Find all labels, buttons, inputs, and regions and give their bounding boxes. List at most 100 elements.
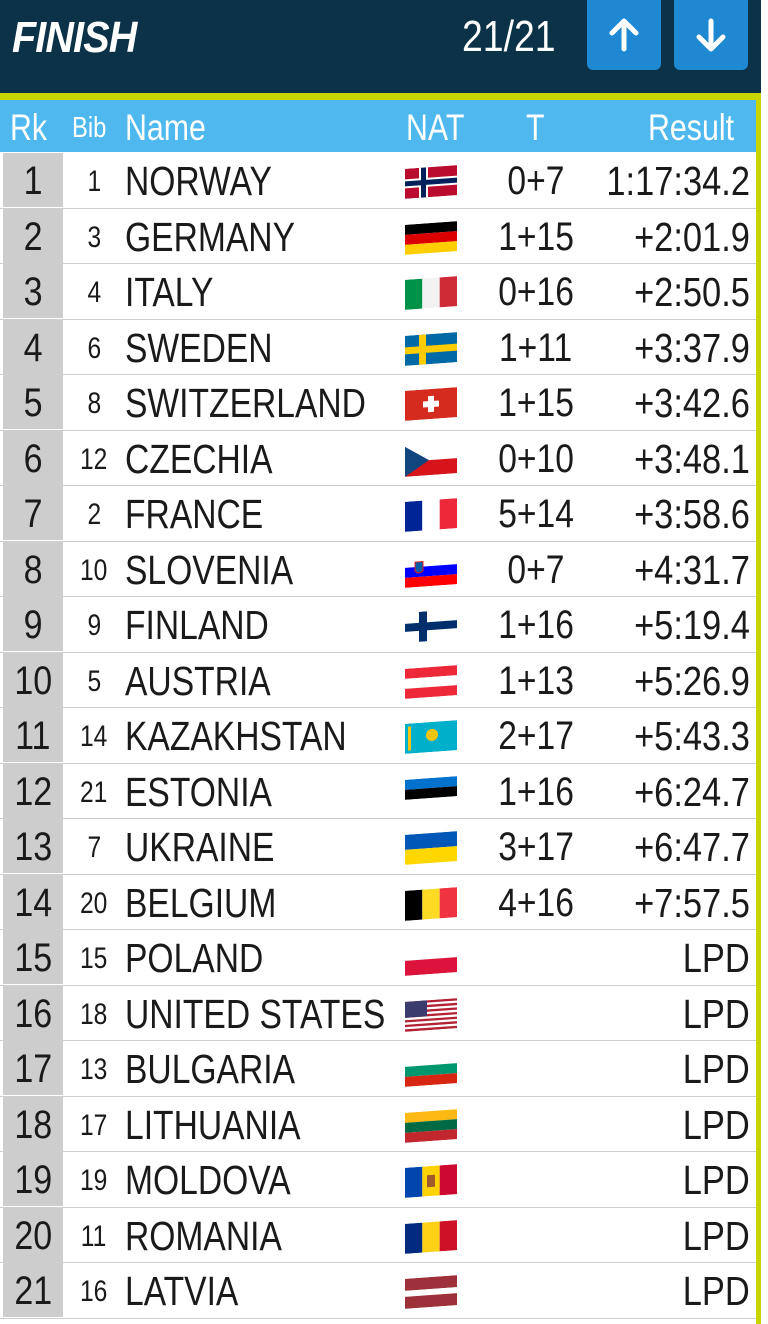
flag-kazakhstan-icon	[405, 720, 457, 754]
header-divider	[0, 93, 761, 100]
penalty-cell	[480, 1152, 592, 1206]
rank-cell: 2	[3, 208, 63, 263]
rank-cell: 15	[3, 930, 63, 984]
team-name: NORWAY	[125, 158, 272, 204]
penalty-cell: 1+16	[498, 769, 574, 814]
table-row[interactable]: 8 10 SLOVENIA 0+7 +4:31.7	[0, 541, 756, 597]
result-cell: +5:19.4	[634, 602, 750, 648]
result-cell: +7:57.5	[634, 879, 750, 926]
table-row[interactable]: 5 8 SWITZERLAND 1+15 +3:42.6	[0, 375, 756, 431]
rank-cell: 19	[3, 1152, 63, 1206]
penalty-cell	[480, 930, 592, 984]
penalty-cell: 2+17	[498, 714, 574, 758]
table-row[interactable]: 4 6 SWEDEN 1+11 +3:37.9	[0, 319, 756, 375]
rank-cell: 11	[3, 708, 63, 762]
penalty-cell: 4+16	[498, 880, 574, 925]
table-row[interactable]: 1 1 NORWAY 0+7 1:17:34.2	[0, 153, 756, 209]
rank-cell: 21	[3, 1263, 63, 1317]
result-cell: +2:01.9	[634, 213, 750, 260]
column-nat: NAT	[406, 107, 465, 148]
column-header-row: Rk Bib Name NAT T Result	[0, 100, 756, 152]
scroll-up-button[interactable]	[587, 0, 661, 70]
bib-cell: 16	[80, 1275, 108, 1308]
bib-cell: 4	[87, 276, 101, 309]
result-cell: +3:48.1	[634, 435, 750, 482]
team-name: FINLAND	[125, 602, 269, 648]
flag-sweden-icon	[405, 331, 457, 366]
table-row[interactable]: 13 7 UKRAINE 3+17 +6:47.7	[0, 819, 756, 875]
scroll-down-button[interactable]	[674, 0, 748, 70]
column-t: T	[526, 107, 545, 148]
bib-cell: 15	[80, 942, 108, 975]
team-name: LITHUANIA	[125, 1101, 301, 1148]
bib-cell: 6	[87, 331, 101, 365]
bib-cell: 2	[87, 498, 101, 531]
table-row[interactable]: 3 4 ITALY 0+16 +2:50.5	[0, 264, 756, 320]
bib-cell: 12	[80, 442, 108, 476]
column-bib: Bib	[72, 112, 107, 144]
table-row[interactable]: 16 18 UNITED STATES LPD	[0, 985, 756, 1041]
table-row[interactable]: 2 3 GERMANY 1+15 +2:01.9	[0, 208, 756, 264]
penalty-cell: 3+17	[498, 825, 574, 869]
flag-estonia-icon	[405, 775, 457, 810]
rank-cell: 12	[3, 763, 63, 818]
flag-ukraine-icon	[405, 831, 457, 865]
table-row[interactable]: 10 5 AUSTRIA 1+13 +5:26.9	[0, 652, 756, 708]
flag-lithuania-icon	[405, 1108, 457, 1143]
bib-cell: 14	[80, 720, 108, 753]
flag-finland-icon	[405, 609, 457, 643]
table-row[interactable]: 20 11 ROMANIA LPD	[0, 1207, 756, 1263]
team-name: FRANCE	[125, 491, 264, 537]
flag-germany-icon	[405, 220, 457, 255]
arrow-down-icon	[696, 18, 726, 52]
table-row[interactable]: 12 21 ESTONIA 1+16 +6:24.7	[0, 763, 756, 819]
result-cell: +2:50.5	[634, 269, 750, 315]
result-cell: +4:31.7	[634, 546, 750, 593]
table-row[interactable]: 9 9 FINLAND 1+16 +5:19.4	[0, 597, 756, 653]
penalty-cell	[480, 986, 592, 1040]
team-name: UNITED STATES	[125, 990, 386, 1037]
position-counter: 21/21	[462, 12, 556, 61]
team-name: GERMANY	[125, 213, 295, 260]
flag-usa-icon	[405, 997, 457, 1032]
rank-cell: 3	[3, 264, 63, 318]
bib-cell: 3	[87, 220, 101, 254]
table-row[interactable]: 14 20 BELGIUM 4+16 +7:57.5	[0, 874, 756, 930]
team-name: ITALY	[125, 269, 214, 315]
result-cell: LPD	[682, 1101, 750, 1148]
result-cell: +5:26.9	[634, 657, 750, 704]
rank-cell: 20	[3, 1207, 63, 1262]
table-row[interactable]: 15 15 POLAND LPD	[0, 930, 756, 986]
result-cell: LPD	[682, 1268, 750, 1314]
result-cell: LPD	[682, 1212, 750, 1259]
penalty-cell: 0+7	[507, 547, 565, 592]
flag-belgium-icon	[405, 886, 457, 921]
flag-italy-icon	[405, 276, 457, 310]
arrow-up-icon	[609, 18, 639, 52]
table-row[interactable]: 19 19 MOLDOVA LPD	[0, 1152, 756, 1208]
table-row[interactable]: 6 12 CZECHIA 0+10 +3:48.1	[0, 430, 756, 486]
table-row[interactable]: 11 14 KAZAKHSTAN 2+17 +5:43.3	[0, 708, 756, 764]
table-row[interactable]: 17 13 BULGARIA LPD	[0, 1041, 756, 1097]
flag-bulgaria-icon	[405, 1053, 457, 1087]
rank-cell: 8	[3, 541, 63, 596]
flag-poland-icon	[405, 942, 457, 976]
bib-cell: 11	[81, 1219, 107, 1253]
flag-france-icon	[405, 498, 457, 532]
team-name: BELGIUM	[125, 879, 277, 926]
penalty-cell	[480, 1208, 592, 1262]
flag-austria-icon	[405, 664, 457, 699]
team-name: POLAND	[125, 935, 264, 981]
team-name: MOLDOVA	[125, 1157, 291, 1203]
bib-cell: 1	[87, 165, 101, 198]
bib-cell: 19	[80, 1164, 108, 1197]
flag-norway-icon	[405, 165, 457, 199]
table-row[interactable]: 18 17 LITHUANIA LPD	[0, 1096, 756, 1152]
rank-cell: 6	[3, 430, 63, 485]
table-row[interactable]: 21 16 LATVIA LPD	[0, 1263, 756, 1319]
page-title: FINISH	[12, 13, 137, 62]
table-row[interactable]: 7 2 FRANCE 5+14 +3:58.6	[0, 486, 756, 542]
penalty-cell: 0+16	[498, 270, 574, 314]
flag-moldova-icon	[405, 1164, 457, 1198]
